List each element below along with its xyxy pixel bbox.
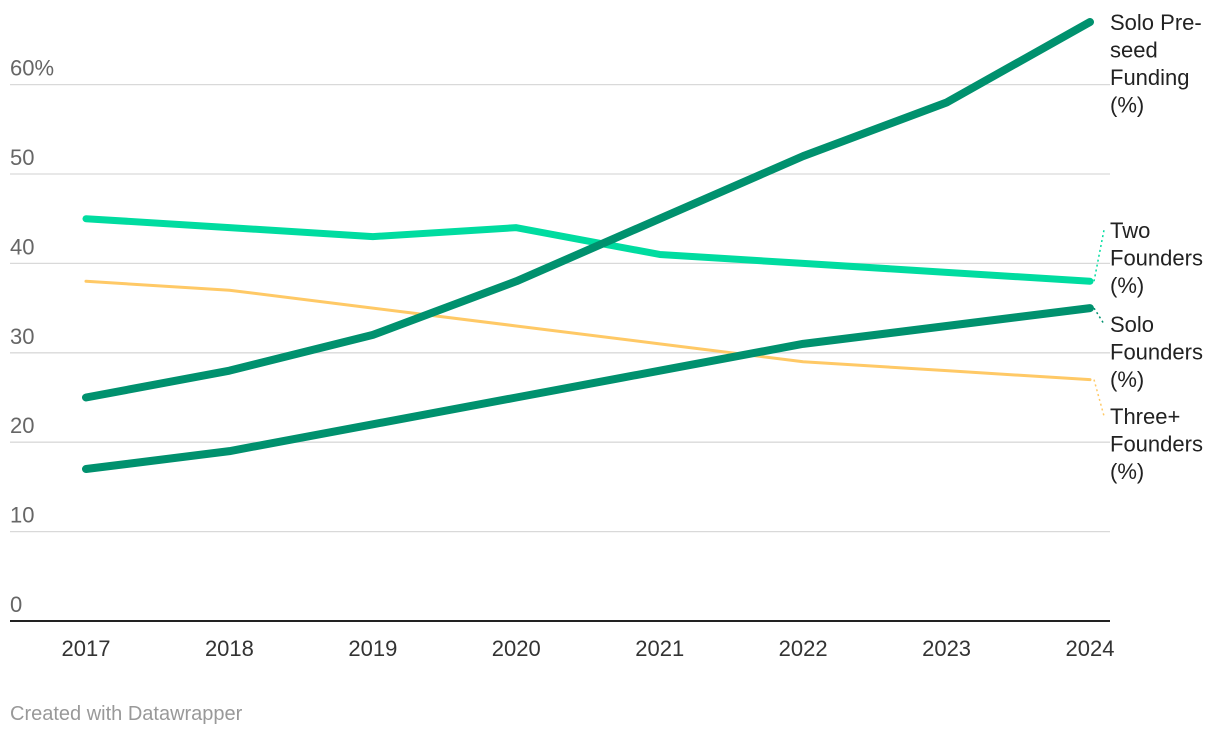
x-tick-label: 2018 [205, 636, 254, 661]
y-tick-label: 30 [10, 324, 34, 349]
y-tick-label: 50 [10, 145, 34, 170]
series-line [84, 279, 1092, 382]
x-tick-label: 2024 [1066, 636, 1115, 661]
label-connector [1093, 229, 1105, 282]
label-connector [1093, 379, 1105, 417]
y-tick-label: 10 [10, 503, 34, 528]
x-tick-label: 2020 [492, 636, 541, 661]
y-axis-tick-labels: 0 10 20 30 40 50 60% [10, 56, 54, 617]
gridlines [10, 83, 1110, 622]
x-tick-label: 2017 [62, 636, 111, 661]
label-connector [1093, 307, 1105, 325]
series-line [82, 18, 1094, 402]
x-tick-label: 2023 [922, 636, 971, 661]
series-labels: Solo Pre-seed Funding (%) Two Founders (%) Sol… [1093, 10, 1203, 484]
y-tick-label: 0 [10, 592, 22, 617]
x-axis-tick-labels: 2017 2018 2019 2020 2021 2022 2023 2024 [62, 636, 1115, 661]
x-tick-label: 2021 [635, 636, 684, 661]
y-tick-label: 40 [10, 234, 34, 259]
x-tick-label: 2022 [779, 636, 828, 661]
series-label: Two Founders (%) [1110, 218, 1203, 298]
series-lines [82, 18, 1094, 474]
series-label: Three+ Founders (%) [1110, 404, 1203, 484]
series-line [82, 215, 1094, 285]
credit-text: Created with Datawrapper [10, 703, 243, 725]
series-label: Solo Founders (%) [1110, 312, 1203, 392]
series-label: Solo Pre-seed Funding (%) [1110, 10, 1202, 118]
series-line [82, 304, 1094, 474]
x-tick-label: 2019 [348, 636, 397, 661]
y-tick-label: 60% [10, 56, 54, 81]
y-tick-label: 20 [10, 413, 34, 438]
